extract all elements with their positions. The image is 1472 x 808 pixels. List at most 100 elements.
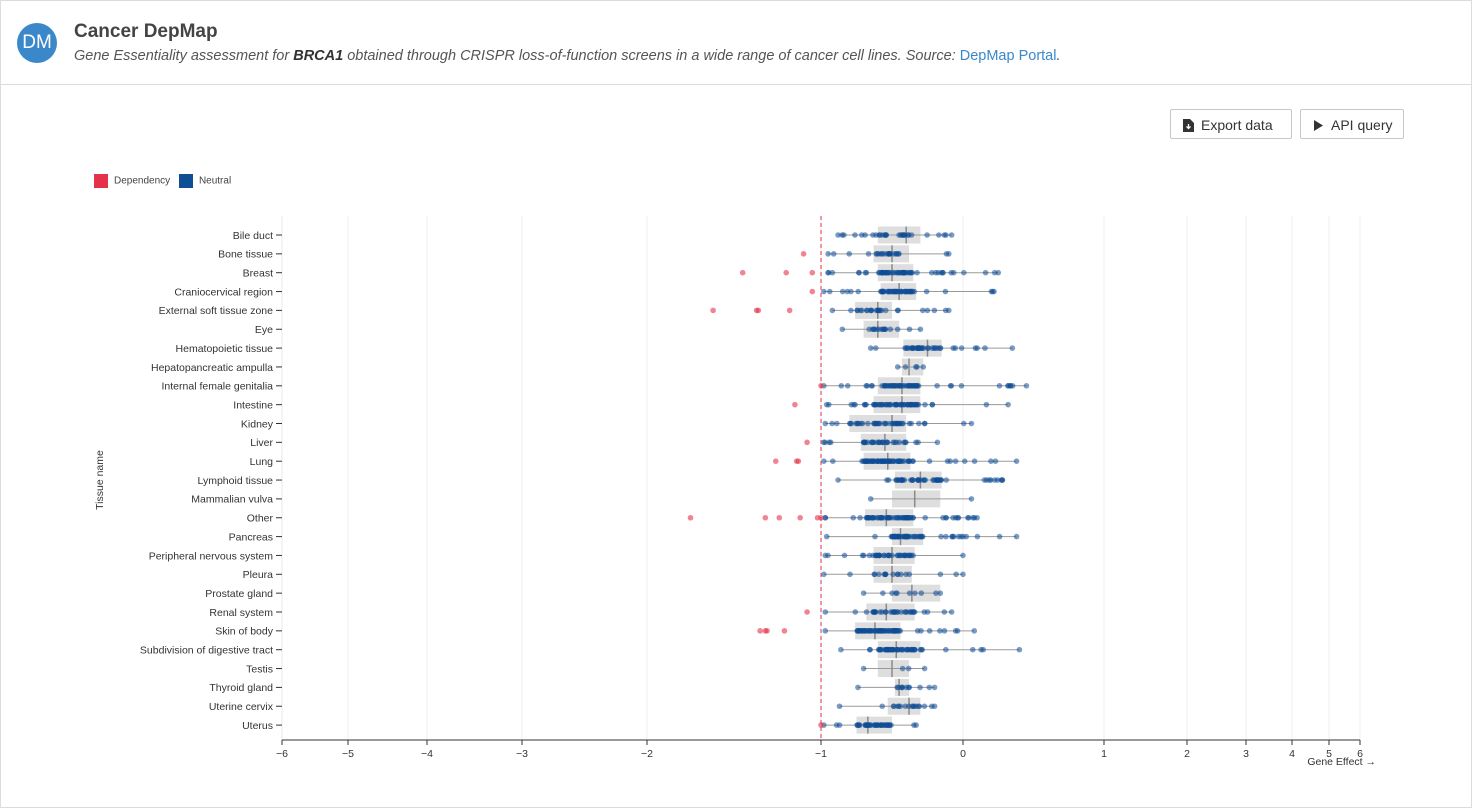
neutral-point (844, 383, 851, 389)
neutral-point (909, 288, 916, 295)
neutral-point (838, 646, 844, 653)
neutral-point (885, 514, 891, 521)
neutral-point (897, 458, 903, 465)
neutral-point (906, 420, 913, 427)
neutral-point (862, 439, 868, 446)
neutral-point (876, 571, 882, 578)
x-tick-label: −6 (276, 748, 288, 760)
neutral-point (905, 703, 912, 710)
neutral-point (926, 628, 933, 634)
y-tick-label: Hematopoietic tissue (176, 343, 274, 355)
neutral-point (880, 326, 887, 333)
neutral-point (850, 514, 857, 521)
neutral-point (871, 571, 878, 578)
neutral-point (942, 307, 949, 314)
neutral-point (928, 269, 935, 276)
x-tick-label: 3 (1243, 748, 1249, 760)
y-tick-label: Internal female genitalia (162, 381, 274, 393)
neutral-point (891, 533, 898, 540)
neutral-point (926, 458, 933, 465)
neutral-point (958, 383, 965, 389)
x-tick-label: 5 (1326, 748, 1332, 760)
neutral-point (970, 514, 976, 521)
depmap-portal-link[interactable]: DepMap Portal (959, 48, 1057, 64)
neutral-point (893, 251, 900, 257)
neutral-point (851, 401, 857, 408)
legend-item-neutral[interactable]: Neutral (178, 174, 231, 188)
legend-item-dependency[interactable]: Dependency (94, 174, 170, 188)
export-data-button[interactable]: Export data (1170, 109, 1292, 139)
dependency-point (786, 307, 793, 314)
neutral-point (884, 439, 890, 446)
neutral-point (911, 722, 917, 728)
neutral-point (847, 571, 853, 578)
neutral-point (906, 590, 913, 596)
neutral-point (830, 458, 836, 465)
neutral-point (887, 646, 894, 653)
neutral-point (898, 684, 905, 691)
y-tick-label: Pancreas (229, 531, 273, 543)
neutral-point (865, 420, 871, 427)
api-query-button[interactable]: API query (1300, 109, 1404, 139)
neutral-point (823, 533, 830, 540)
neutral-point (905, 665, 912, 672)
dependency-point (781, 628, 788, 634)
neutral-point (941, 628, 948, 634)
dependency-point (809, 269, 816, 276)
y-tick-label: Thyroid gland (209, 682, 273, 694)
neutral-point (870, 439, 876, 446)
dependency-point (687, 514, 694, 521)
neutral-point (863, 722, 870, 728)
neutral-point (904, 646, 911, 653)
neutral-point (882, 628, 888, 634)
neutral-point (918, 628, 924, 634)
neutral-point (905, 232, 912, 238)
neutral-point (865, 251, 872, 257)
neutral-point (885, 477, 892, 483)
y-tick-label: Renal system (209, 607, 273, 619)
neutral-point (913, 364, 919, 370)
neutral-point (901, 439, 907, 446)
neutral-point (980, 646, 986, 653)
y-tick-label: Lymphoid tissue (198, 475, 274, 487)
neutral-point (920, 364, 927, 370)
neutral-point (988, 458, 994, 465)
neutral-point (872, 533, 878, 540)
neutral-point (906, 326, 913, 333)
x-tick-label: 4 (1289, 748, 1295, 760)
neutral-point (897, 401, 903, 408)
subtitle-middle: obtained through CRISPR loss-of-function… (343, 48, 960, 64)
neutral-point (958, 345, 965, 351)
neutral-point (1005, 401, 1011, 408)
neutral-point (891, 458, 898, 465)
neutral-point (835, 477, 841, 483)
neutral-point (862, 232, 868, 238)
neutral-point (888, 628, 895, 634)
neutral-point (940, 269, 946, 276)
dependency-point (797, 514, 803, 521)
neutral-point (1016, 646, 1023, 653)
neutral-point (886, 251, 893, 257)
neutral-point (983, 401, 990, 408)
neutral-point (935, 269, 941, 276)
neutral-point (873, 609, 879, 615)
y-tick-label: Peripheral nervous system (149, 550, 274, 562)
neutral-point (886, 401, 893, 408)
neutral-point (873, 251, 880, 257)
x-tick-label: −2 (641, 748, 653, 760)
neutral-point (921, 665, 928, 672)
neutral-point (860, 590, 867, 596)
neutral-point (836, 703, 843, 710)
neutral-point (881, 722, 888, 728)
dependency-point (792, 401, 798, 408)
neutral-point (867, 345, 874, 351)
neutral-point (910, 514, 916, 521)
y-tick-label: Craniocervical region (174, 286, 273, 298)
dependency-point (772, 458, 779, 465)
x-tick-label: 0 (960, 748, 966, 760)
neutral-point (854, 307, 861, 314)
neutral-point (952, 458, 959, 465)
neutral-point (868, 307, 874, 314)
neutral-point (994, 477, 1001, 483)
neutral-point (910, 609, 916, 615)
